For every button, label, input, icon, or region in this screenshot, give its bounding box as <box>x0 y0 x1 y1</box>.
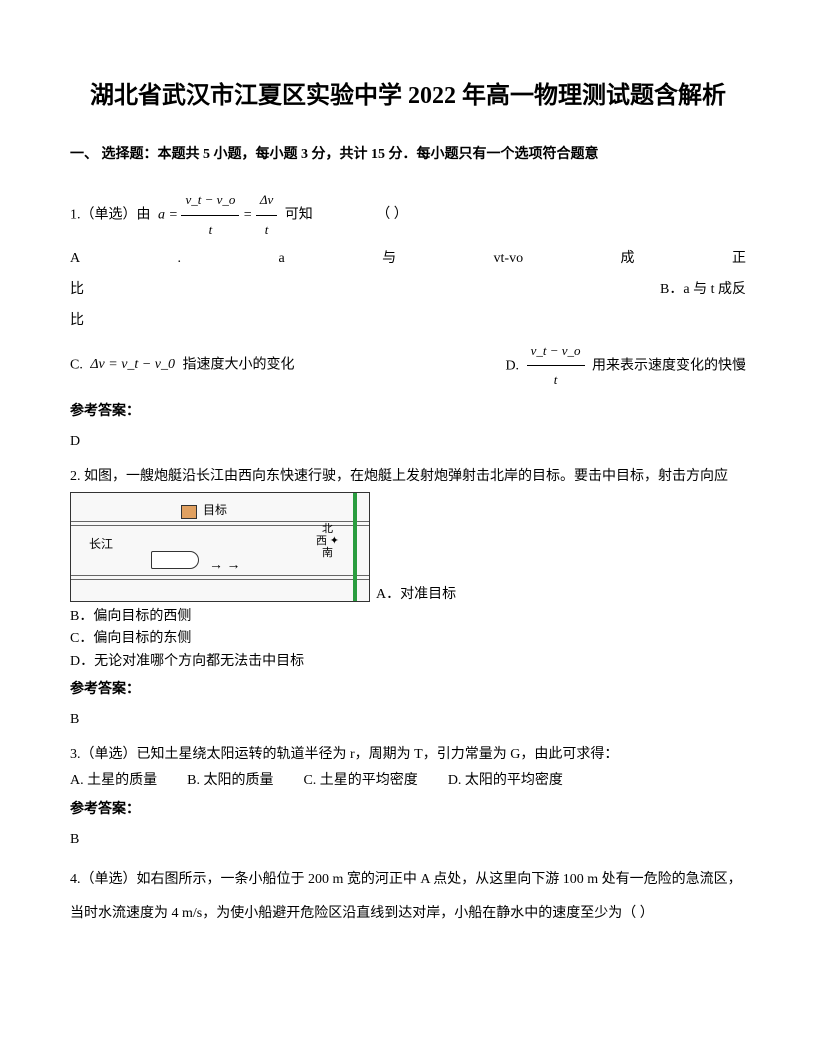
q1-optB-cont: 比 <box>70 306 746 337</box>
compass-s: 南 <box>316 547 339 559</box>
question-4: 4.（单选）如右图所示，一条小船位于 200 m 宽的河正中 A 点处，从这里向… <box>70 863 746 930</box>
q2-answer-label: 参考答案： <box>70 679 746 701</box>
q1-formula: a = v_t − v_o t = Δv t <box>158 186 277 244</box>
q1-optAB-line: 比 B．a 与 t 成反 <box>70 275 746 306</box>
compass-n: 北 <box>316 523 339 535</box>
optC-formula: Δv = v_t − v_0 <box>90 350 175 381</box>
optA-cont: 比 <box>70 275 84 306</box>
section-header: 一、 选择题：本题共 5 小题，每小题 3 分，共计 15 分．每小题只有一个选… <box>70 144 746 166</box>
formula-lhs: a = <box>158 207 178 222</box>
optC-prefix: C. <box>70 358 83 373</box>
q2-optA: A．对准目标 <box>376 584 456 606</box>
optB: B．a 与 t 成反 <box>660 275 746 306</box>
q1-answer-label: 参考答案： <box>70 401 746 423</box>
frac-den: t <box>256 216 277 245</box>
q2-answer: B <box>70 709 746 731</box>
question-3: 3.（单选）已知土星绕太阳运转的轨道半径为 r，周期为 T，引力常量为 G，由此… <box>70 744 746 852</box>
target-box-icon <box>181 505 197 519</box>
optD-num: v_t − v_o <box>527 337 585 367</box>
arrow-icon: → → <box>209 555 241 577</box>
target-label: 目标 <box>203 501 227 520</box>
q1-optC: C. Δv = v_t − v_0 指速度大小的变化 <box>70 350 295 381</box>
q4-text: 4.（单选）如右图所示，一条小船位于 200 m 宽的河正中 A 点处，从这里向… <box>70 863 746 930</box>
q1-optA-line: A . a 与 vt-vo 成 正 <box>70 244 746 275</box>
compass-w: 西 <box>316 535 327 547</box>
q2-optB: B．偏向目标的西侧 <box>70 606 746 628</box>
optA-p1: . <box>178 244 182 275</box>
optD-den: t <box>527 366 585 395</box>
q3-answer: B <box>70 829 746 851</box>
boat-icon <box>151 551 199 569</box>
q3-optA: A. 土星的质量 <box>70 770 157 792</box>
q3-optB: B. 太阳的质量 <box>187 770 273 792</box>
optD-text: 用来表示速度变化的快慢 <box>592 358 746 373</box>
optA-p2: a <box>278 244 284 275</box>
q1-optD: D. v_t − v_o t 用来表示速度变化的快慢 <box>505 337 746 395</box>
q3-optD: D. 太阳的平均密度 <box>448 770 563 792</box>
compass-cross: ✦ <box>330 535 339 547</box>
q3-options: A. 土星的质量 B. 太阳的质量 C. 土星的平均密度 D. 太阳的平均密度 <box>70 770 746 792</box>
q1-suffix: 可知 <box>285 207 313 222</box>
optC-text: 指速度大小的变化 <box>183 358 295 373</box>
optA-p5: 成 <box>621 244 635 275</box>
q2-optD: D．无论对准哪个方向都无法击中目标 <box>70 651 746 673</box>
q1-paren: （ ） <box>376 207 408 222</box>
question-2: 2. 如图，一艘炮艇沿长江由西向东快速行驶，在炮艇上发射炮弹射击北岸的目标。要击… <box>70 466 746 732</box>
q2-optC: C．偏向目标的东侧 <box>70 628 746 650</box>
frac-den: t <box>181 216 239 245</box>
river-label: 长江 <box>89 535 113 554</box>
optA-p6: 正 <box>732 244 746 275</box>
formula-eq: = <box>243 207 252 222</box>
q2-diagram: 目标 长江 → → 北 西 ✦ 南 <box>70 492 370 602</box>
q1-answer: D <box>70 431 746 453</box>
q1-prefix: 1.（单选）由 <box>70 207 151 222</box>
frac-num: Δv <box>256 186 277 216</box>
q3-answer-label: 参考答案： <box>70 799 746 821</box>
frac-num: v_t − v_o <box>181 186 239 216</box>
optD-prefix: D. <box>505 358 519 373</box>
question-1: 1.（单选）由 a = v_t − v_o t = Δv t 可知 （ ） A … <box>70 186 746 454</box>
compass-icon: 北 西 ✦ 南 <box>316 523 339 559</box>
q2-text: 2. 如图，一艘炮艇沿长江由西向东快速行驶，在炮艇上发射炮弹射击北岸的目标。要击… <box>70 466 746 488</box>
q3-text: 3.（单选）已知土星绕太阳运转的轨道半径为 r，周期为 T，引力常量为 G，由此… <box>70 744 746 766</box>
q3-optC: C. 土星的平均密度 <box>303 770 417 792</box>
green-line <box>353 493 357 601</box>
optA-p4: vt-vo <box>494 244 524 275</box>
page-title: 湖北省武汉市江夏区实验中学 2022 年高一物理测试题含解析 <box>70 80 746 114</box>
optA-p0: A <box>70 244 80 275</box>
optA-p3: 与 <box>382 244 396 275</box>
